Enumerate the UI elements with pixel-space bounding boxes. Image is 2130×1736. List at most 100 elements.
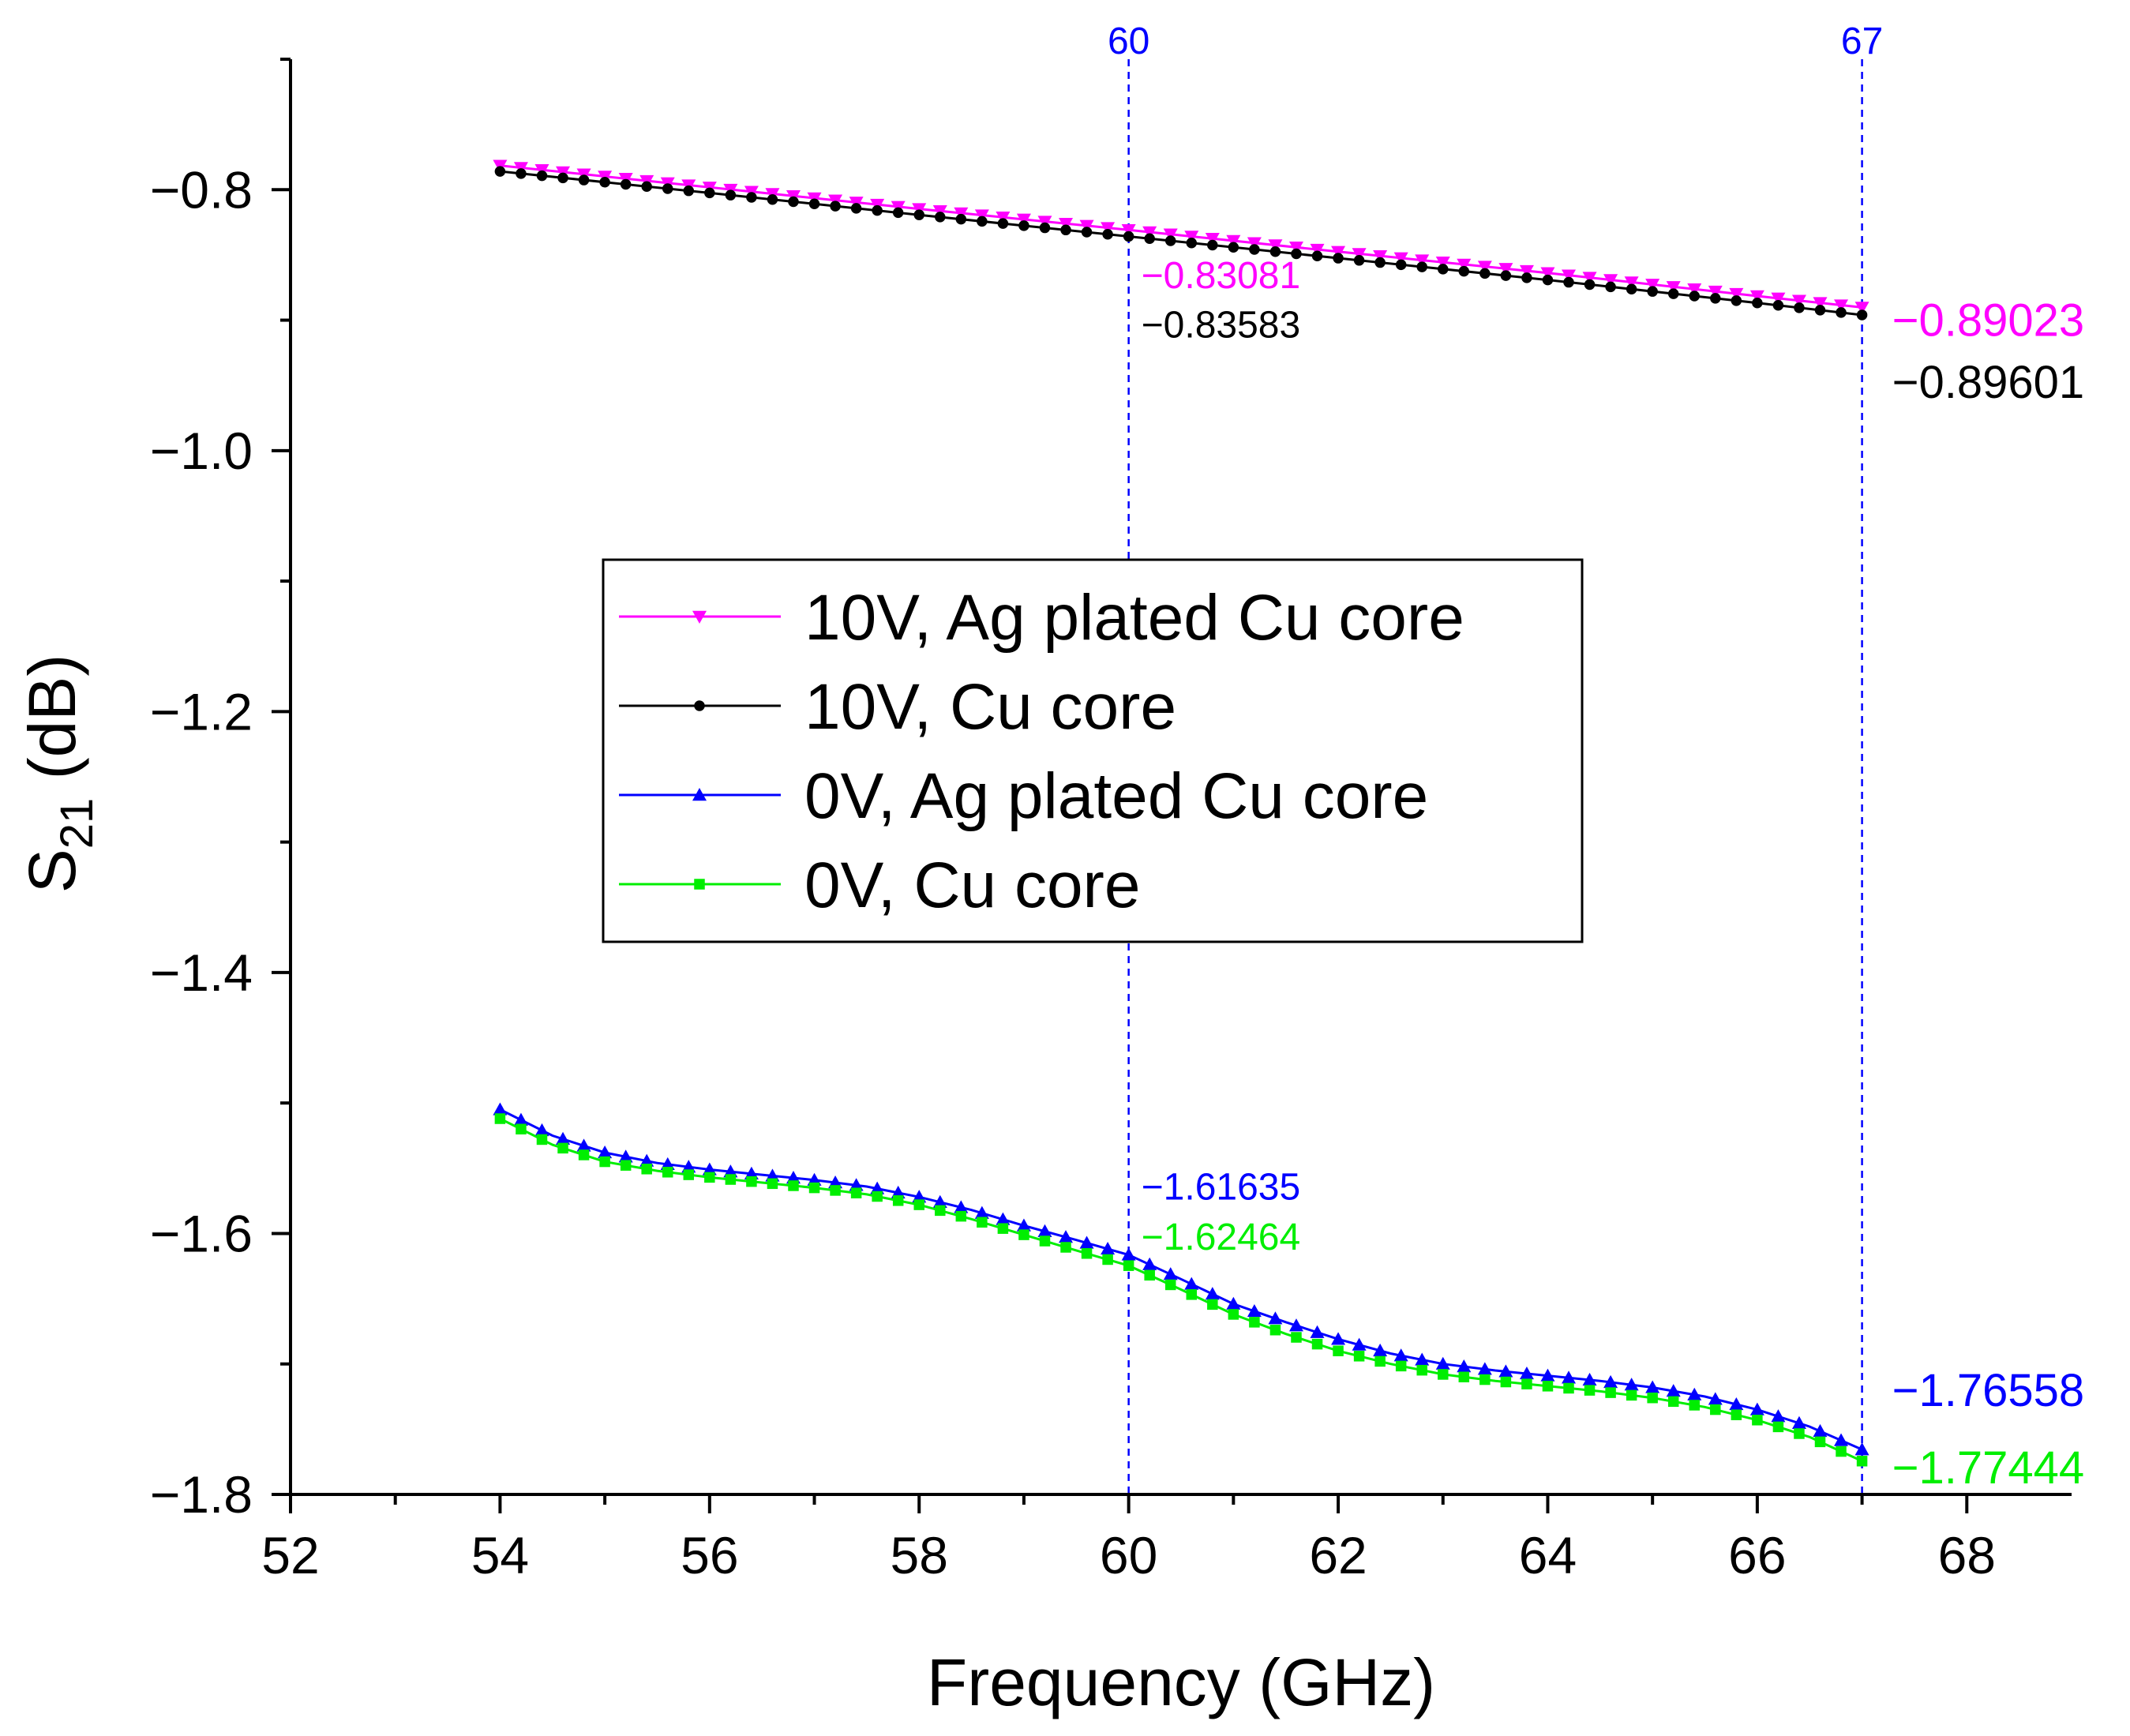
- series-3-point: [1123, 1260, 1134, 1271]
- series-1-point: [1123, 231, 1134, 242]
- series-2-point: [1331, 1332, 1346, 1345]
- series-2-point: [1519, 1366, 1534, 1380]
- series-3-point: [1207, 1299, 1218, 1310]
- series-2-point: [912, 1190, 927, 1203]
- series-0-point: [1059, 218, 1074, 231]
- series-2-point: [1205, 1287, 1220, 1300]
- series-2-point: [1813, 1423, 1828, 1438]
- series-3-point: [1794, 1428, 1805, 1439]
- series-3-point: [1667, 1396, 1679, 1408]
- series-1-point: [1856, 309, 1868, 321]
- series-1-point: [1228, 242, 1239, 253]
- series-3-point: [830, 1185, 841, 1196]
- series-1-point: [1060, 224, 1071, 236]
- series-1-point: [746, 192, 757, 203]
- series-3-point: [808, 1182, 820, 1194]
- series-2-point: [1016, 1218, 1031, 1232]
- series-1-point: [1794, 302, 1805, 313]
- series-0-point: [1749, 290, 1764, 303]
- series-3-point: [1416, 1364, 1427, 1376]
- series-3-point: [1836, 1445, 1847, 1457]
- series-1-point: [704, 187, 715, 199]
- series-1-point: [1710, 293, 1721, 304]
- series-1-point: [1333, 253, 1344, 264]
- series-0-point: [1791, 294, 1806, 308]
- series-1-point: [1269, 246, 1281, 257]
- series-1-point: [1542, 274, 1554, 286]
- series-2-point: [849, 1178, 864, 1191]
- series-3-point: [578, 1149, 590, 1160]
- series-1-point: [494, 166, 506, 177]
- series-3-point: [977, 1217, 988, 1228]
- y-axis-title-sub: 21: [51, 798, 103, 849]
- series-1-point: [1018, 220, 1029, 231]
- series-3-point: [1291, 1332, 1302, 1343]
- series-0-point: [1498, 263, 1513, 276]
- series-0-point: [932, 205, 947, 219]
- series-group: [493, 159, 1869, 1467]
- series-1-point: [830, 201, 841, 212]
- series-3-point: [997, 1223, 1009, 1234]
- series-1-point: [767, 193, 778, 205]
- series-2-point: [1582, 1372, 1597, 1386]
- x-tick-label: 62: [1309, 1526, 1367, 1584]
- annotation-5: −1.62464: [1142, 1217, 1301, 1258]
- series-0-point: [1205, 233, 1220, 246]
- series-0-point: [1415, 254, 1430, 268]
- series-1-point: [1836, 307, 1847, 318]
- series-0-point: [1834, 299, 1849, 313]
- legend-marker-3: [694, 879, 705, 890]
- series-2-point: [786, 1171, 801, 1184]
- series-3-point: [1710, 1404, 1721, 1415]
- series-0-point: [1603, 274, 1618, 287]
- series-3-point: [1039, 1235, 1051, 1247]
- series-1-point: [1814, 305, 1826, 316]
- series-0-point: [954, 207, 969, 220]
- series-2-point: [618, 1149, 633, 1163]
- series-3-point: [662, 1167, 673, 1178]
- axes-group: 52 54 56 58 60 62 64 66 68 −0.8 −1.0 −1.2 −1.4 −1.6 −1…: [15, 58, 2072, 1719]
- series-2-point: [1101, 1241, 1116, 1255]
- series-3-point: [935, 1205, 946, 1217]
- series-1-point: [913, 209, 924, 220]
- series-2-point: [744, 1166, 759, 1179]
- series-1-point: [1438, 264, 1449, 275]
- series-3-point: [641, 1164, 652, 1175]
- series-2-point: [1666, 1384, 1681, 1397]
- series-1-point: [1772, 300, 1784, 311]
- series-1-point: [1521, 272, 1532, 283]
- series-3-point: [1102, 1254, 1113, 1265]
- series-3-point: [1647, 1392, 1658, 1404]
- series-1-point: [788, 196, 799, 208]
- annotation-3: −0.89601: [1892, 357, 2085, 408]
- y-tick-label: −0.8: [150, 160, 253, 219]
- series-3-point: [599, 1156, 610, 1168]
- series-3-point: [1269, 1325, 1281, 1336]
- series-2-point: [1645, 1380, 1660, 1393]
- series-2-point: [996, 1212, 1011, 1225]
- series-2-point: [1247, 1303, 1262, 1318]
- series-3-point: [1814, 1436, 1826, 1448]
- series-3-point: [1626, 1389, 1637, 1401]
- series-3-point: [788, 1180, 799, 1191]
- series-0-point: [1477, 261, 1492, 274]
- series-3-point: [1228, 1309, 1239, 1320]
- annotation-7: −1.77444: [1892, 1442, 2085, 1494]
- series-0-point: [1624, 276, 1639, 290]
- series-2-point: [1457, 1359, 1472, 1373]
- series-3-point: [1144, 1269, 1155, 1281]
- series-0-point: [1079, 219, 1094, 233]
- series-2-point: [702, 1162, 717, 1175]
- series-0-point: [1854, 302, 1869, 315]
- legend-marker-1: [694, 700, 705, 711]
- series-2-point: [1184, 1277, 1199, 1290]
- series-2-point: [1624, 1378, 1639, 1391]
- series-3-point: [1186, 1289, 1198, 1300]
- series-2-point: [891, 1185, 906, 1199]
- series-0-point: [1687, 283, 1702, 297]
- series-1-point: [1164, 235, 1176, 246]
- series-2-point: [1687, 1387, 1702, 1400]
- series-3-point: [1333, 1345, 1344, 1356]
- series-0-point: [1226, 234, 1241, 248]
- legend-box: [602, 558, 1584, 943]
